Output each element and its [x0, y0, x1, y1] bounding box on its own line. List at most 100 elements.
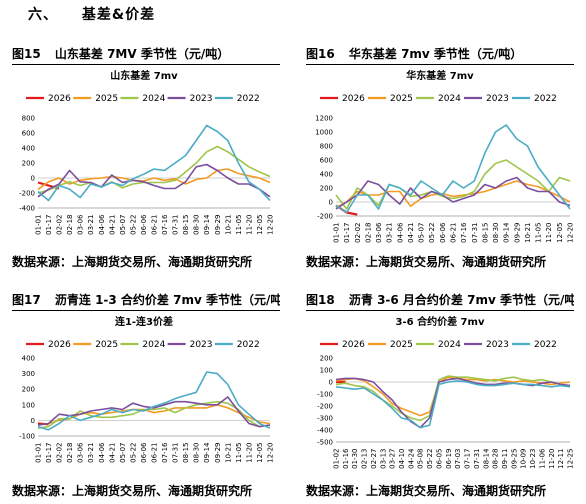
figure-17-header: 图17 沥青连 1-3 合约价差 7mv 季节性（元/吨）: [12, 290, 280, 311]
x-tick-label: 05-07: [119, 215, 127, 235]
y-tick-label: -300: [317, 415, 333, 423]
chart-title: 华东基差 7mv: [406, 69, 474, 82]
x-tick-label: 08-15: [481, 223, 489, 243]
x-tick-label: 07-16: [161, 442, 169, 463]
y-tick-label: -500: [317, 439, 333, 447]
y-tick-label: 0: [329, 379, 333, 387]
x-tick-label: 11-06: [538, 448, 546, 469]
y-tick-label: 0: [31, 417, 35, 425]
series-line-2025: [37, 168, 271, 190]
figure-15-header: 图15 山东基差 7MV 季节性（元/吨）: [12, 44, 280, 65]
x-tick-label: 06-06: [439, 222, 447, 243]
y-tick-label: 100: [22, 401, 35, 409]
x-tick-label: 09-14: [203, 442, 211, 463]
figure-18-source: 数据来源：上海期货交易所、海通期货研究所: [306, 484, 547, 498]
x-tick-label: 01-01: [35, 443, 43, 463]
figure-18-label: 图18: [306, 293, 335, 307]
x-tick-label: 04-10: [398, 449, 406, 469]
series-line-2022: [37, 371, 271, 431]
x-tick-label: 07-31: [471, 223, 479, 243]
x-tick-label: 08-30: [193, 215, 201, 235]
figure-16-header: 图16 华东基差 7mv 季节性（元/吨）: [306, 44, 574, 65]
x-tick-label: 09-14: [203, 214, 211, 235]
x-tick-label: 11-05: [535, 223, 543, 243]
x-tick-label: 01-01: [333, 223, 341, 243]
series-line-2023: [37, 163, 271, 198]
chart-title: 连1-连3价差: [115, 315, 173, 328]
y-tick-label: 200: [320, 185, 333, 193]
x-tick-label: 09-29: [513, 223, 521, 243]
x-tick-label: 07-31: [172, 443, 180, 463]
x-tick-label: 02-13: [361, 449, 369, 469]
x-tick-label: 02-02: [354, 223, 362, 243]
x-tick-label: 07-16: [161, 214, 169, 235]
legend-label-2023: 2023: [486, 94, 509, 104]
x-tick-label: 07-03: [454, 449, 462, 469]
x-tick-label: 01-17: [343, 223, 351, 243]
x-tick-label: 07-31: [473, 449, 481, 469]
legend: 2026 2025 2024 2023 2022: [26, 94, 260, 104]
legend-label-2023: 2023: [190, 94, 213, 104]
y-tick-label: 600: [22, 130, 35, 138]
series-line-2022: [335, 380, 571, 429]
figure-16-label: 图16: [306, 47, 335, 61]
x-tick-label: 12-25: [567, 449, 575, 469]
legend-label-2025: 2025: [95, 340, 118, 350]
x-tick-label: 09-25: [510, 449, 518, 469]
x-tick-label: 04-21: [108, 215, 116, 235]
x-tick-label: 10-21: [224, 215, 232, 235]
x-tick-label: 04-24: [407, 448, 415, 469]
legend-label-2022: 2022: [534, 340, 557, 350]
y-tick-label: 400: [22, 355, 35, 363]
figure-15-caption: 山东基差 7MV 季节性（元/吨）: [54, 47, 230, 61]
series-line-2025: [335, 180, 571, 209]
x-tick-label: 11-20: [245, 215, 253, 235]
y-tick-label: -100: [317, 391, 333, 399]
x-tick-label: 04-06: [98, 214, 106, 235]
x-tick-label: 03-27: [389, 449, 397, 469]
y-tick-label: 100: [320, 367, 333, 375]
x-tick-label: 10-21: [224, 443, 232, 463]
x-tick-label: 08-30: [492, 223, 500, 243]
legend-label-2022: 2022: [237, 94, 260, 104]
x-tick-label: 12-20: [267, 215, 275, 235]
figure-15-label: 图15: [12, 47, 41, 61]
x-tick-label: 06-19: [445, 449, 453, 469]
x-tick-label: 12-05: [556, 223, 564, 243]
y-tick-label: 400: [320, 171, 333, 179]
x-tick-label: 12-11: [557, 449, 565, 469]
y-tick-label: -400: [317, 427, 333, 435]
y-tick-label: 200: [320, 355, 333, 363]
x-tick-label: 05-07: [119, 443, 127, 463]
y-tick-label: -100: [19, 433, 35, 441]
y-tick-label: 1000: [315, 129, 333, 137]
legend-label-2026: 2026: [342, 94, 365, 104]
x-tick-label: 09-14: [503, 222, 511, 243]
x-tick-label: 02-27: [370, 449, 378, 469]
chart-title: 3-6 合约价差 7mv: [396, 315, 485, 328]
x-tick-label: 07-17: [464, 449, 472, 469]
figure-17-label: 图17: [12, 293, 41, 307]
y-tick-label: 0: [329, 199, 333, 207]
x-tick-label: 01-17: [45, 215, 53, 235]
x-tick-label: 04-21: [407, 223, 415, 243]
y-tick-label: -200: [317, 213, 333, 221]
x-tick-label: 09-29: [214, 215, 222, 235]
series-line-2022: [37, 124, 271, 202]
x-tick-label: 06-21: [151, 215, 159, 235]
section-heading: 基差&价差: [81, 7, 156, 23]
series-line-2024: [335, 159, 571, 210]
legend-label-2026: 2026: [48, 94, 71, 104]
x-tick-label: 08-15: [182, 215, 190, 235]
figure-15-source: 数据来源：上海期货交易所、海通期货研究所: [12, 255, 253, 269]
legend: 2026 2025 2024 2023 2022: [320, 340, 557, 350]
chart-title: 山东基差 7mv: [110, 69, 178, 82]
series-line-2025: [335, 376, 571, 417]
legend-label-2022: 2022: [534, 94, 557, 104]
section-title: 六、 基差&价差: [28, 4, 155, 24]
x-tick-label: 02-02: [56, 443, 64, 463]
y-tick-label: -200: [317, 403, 333, 411]
figure-15-chart: 山东基差 7mv 2026 2025 2024 2023 2022 -400 -200 0 200…: [19, 69, 275, 235]
x-tick-label: 12-05: [256, 214, 264, 234]
figure-17-source: 数据来源：上海期货交易所、海通期货研究所: [12, 484, 253, 498]
